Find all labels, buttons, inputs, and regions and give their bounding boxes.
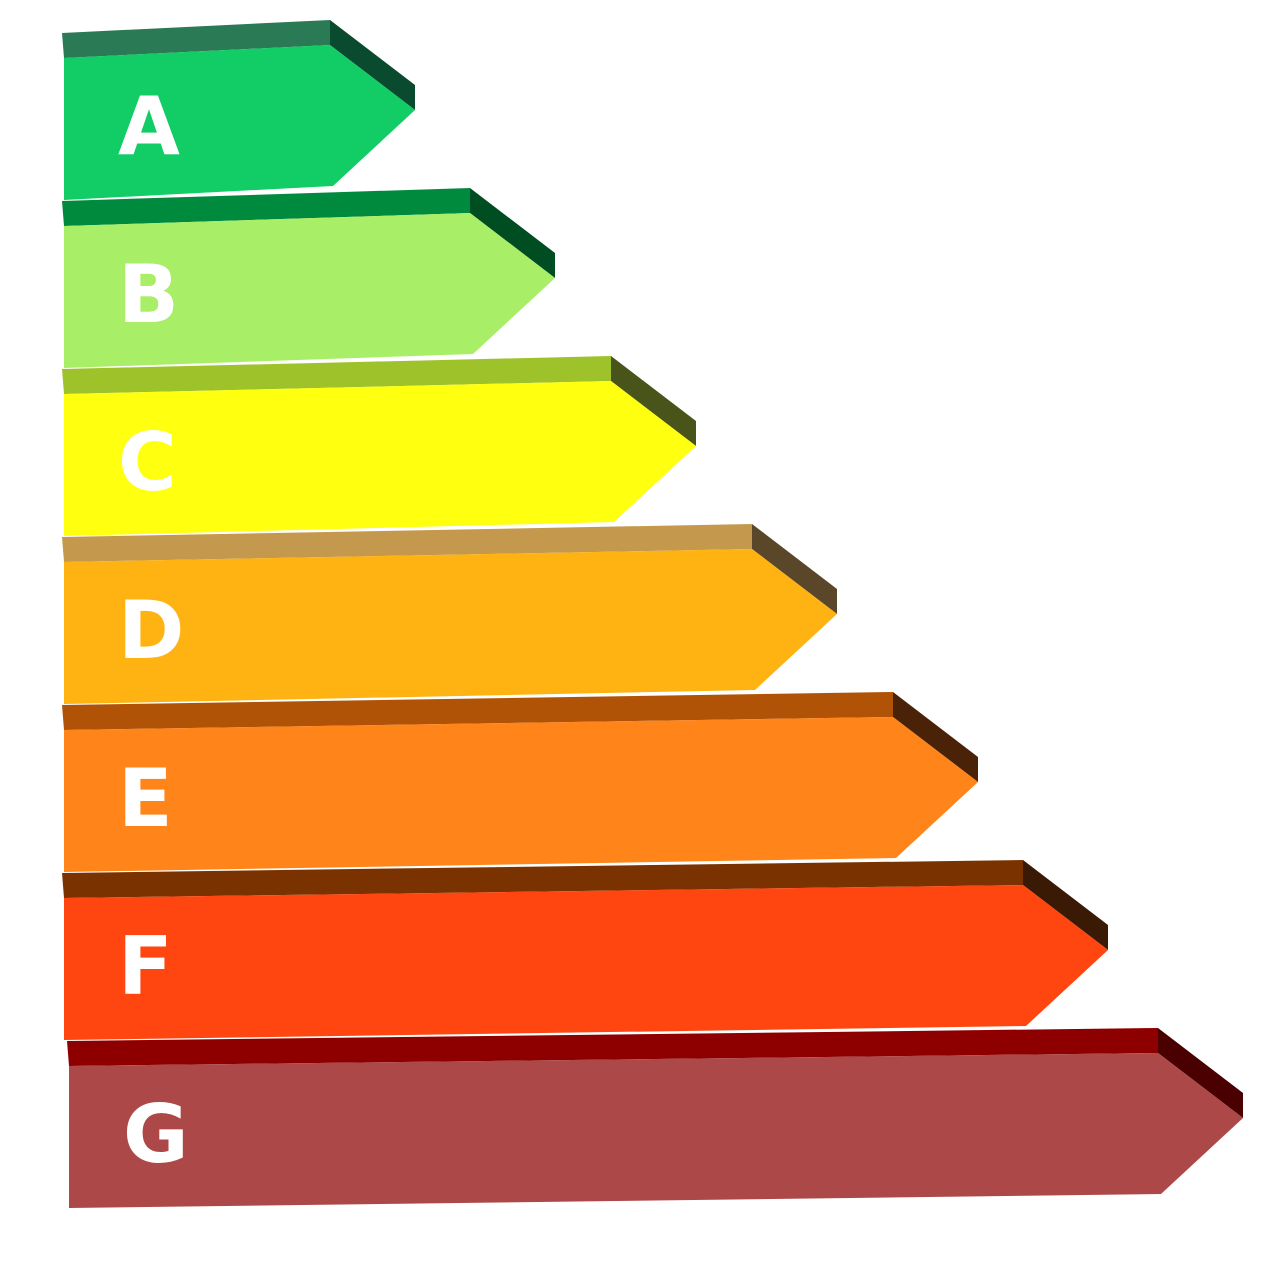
- bar-label: F: [118, 920, 173, 1013]
- bar-label: D: [118, 584, 184, 677]
- bar-top: [62, 356, 611, 394]
- bar-top: [62, 524, 752, 562]
- bar-label: A: [118, 80, 180, 173]
- bar-label: C: [118, 416, 177, 509]
- bar-label: E: [118, 752, 173, 845]
- bar-side: [1158, 1028, 1243, 1118]
- bar-side: [893, 692, 978, 782]
- bar-front: [64, 45, 415, 200]
- bar-front: [64, 717, 978, 872]
- bar-front: [69, 1053, 1243, 1208]
- bar-top: [62, 860, 1023, 898]
- bar-front: [64, 381, 696, 536]
- bar-side: [611, 356, 696, 446]
- bar-front: [64, 885, 1108, 1040]
- bar-side: [330, 20, 415, 110]
- bar-top: [62, 20, 330, 58]
- bar-top: [62, 692, 893, 730]
- bar-side: [752, 524, 837, 614]
- bar-front: [64, 549, 837, 704]
- bar-label: G: [123, 1088, 189, 1181]
- bar-label: B: [118, 248, 179, 341]
- bar-side: [1023, 860, 1108, 950]
- bar-side: [470, 188, 555, 278]
- bar-top: [67, 1028, 1158, 1066]
- bar-front: [64, 213, 555, 368]
- bar-top: [62, 188, 470, 226]
